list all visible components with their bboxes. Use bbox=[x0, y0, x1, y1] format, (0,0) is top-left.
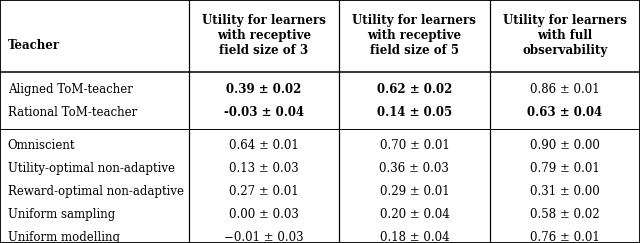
Text: 0.36 ± 0.03: 0.36 ± 0.03 bbox=[380, 162, 449, 175]
Text: 0.00 ± 0.03: 0.00 ± 0.03 bbox=[229, 208, 299, 221]
Text: 0.31 ± 0.00: 0.31 ± 0.00 bbox=[530, 185, 600, 198]
Text: 0.76 ± 0.01: 0.76 ± 0.01 bbox=[530, 231, 600, 243]
Text: Rational ToM-teacher: Rational ToM-teacher bbox=[8, 105, 137, 119]
Text: 0.18 ± 0.04: 0.18 ± 0.04 bbox=[380, 231, 449, 243]
Text: Reward-optimal non-adaptive: Reward-optimal non-adaptive bbox=[8, 185, 184, 198]
Text: 0.64 ± 0.01: 0.64 ± 0.01 bbox=[229, 139, 299, 152]
Text: Utility for learners
with receptive
field size of 5: Utility for learners with receptive fiel… bbox=[353, 14, 476, 57]
Text: 0.29 ± 0.01: 0.29 ± 0.01 bbox=[380, 185, 449, 198]
Text: 0.13 ± 0.03: 0.13 ± 0.03 bbox=[229, 162, 299, 175]
Text: 0.63 ± 0.04: 0.63 ± 0.04 bbox=[527, 105, 602, 119]
Text: 0.86 ± 0.01: 0.86 ± 0.01 bbox=[530, 83, 600, 96]
Text: Omniscient: Omniscient bbox=[8, 139, 75, 152]
Text: −0.01 ± 0.03: −0.01 ± 0.03 bbox=[224, 231, 304, 243]
Text: Aligned ToM-teacher: Aligned ToM-teacher bbox=[8, 83, 132, 96]
Text: Utility for learners
with receptive
field size of 3: Utility for learners with receptive fiel… bbox=[202, 14, 326, 57]
Text: 0.14 ± 0.05: 0.14 ± 0.05 bbox=[377, 105, 452, 119]
Text: Utility-optimal non-adaptive: Utility-optimal non-adaptive bbox=[8, 162, 175, 175]
Text: 0.79 ± 0.01: 0.79 ± 0.01 bbox=[530, 162, 600, 175]
Text: Teacher: Teacher bbox=[8, 39, 60, 52]
Text: 0.20 ± 0.04: 0.20 ± 0.04 bbox=[380, 208, 449, 221]
Text: 0.27 ± 0.01: 0.27 ± 0.01 bbox=[229, 185, 299, 198]
Text: Uniform sampling: Uniform sampling bbox=[8, 208, 115, 221]
Text: 0.70 ± 0.01: 0.70 ± 0.01 bbox=[380, 139, 449, 152]
Text: Utility for learners
with full
observability: Utility for learners with full observabi… bbox=[503, 14, 627, 57]
Text: -0.03 ± 0.04: -0.03 ± 0.04 bbox=[224, 105, 304, 119]
Text: Uniform modelling: Uniform modelling bbox=[8, 231, 120, 243]
Text: 0.90 ± 0.00: 0.90 ± 0.00 bbox=[530, 139, 600, 152]
Text: 0.39 ± 0.02: 0.39 ± 0.02 bbox=[227, 83, 301, 96]
Text: 0.58 ± 0.02: 0.58 ± 0.02 bbox=[530, 208, 600, 221]
Text: 0.62 ± 0.02: 0.62 ± 0.02 bbox=[377, 83, 452, 96]
